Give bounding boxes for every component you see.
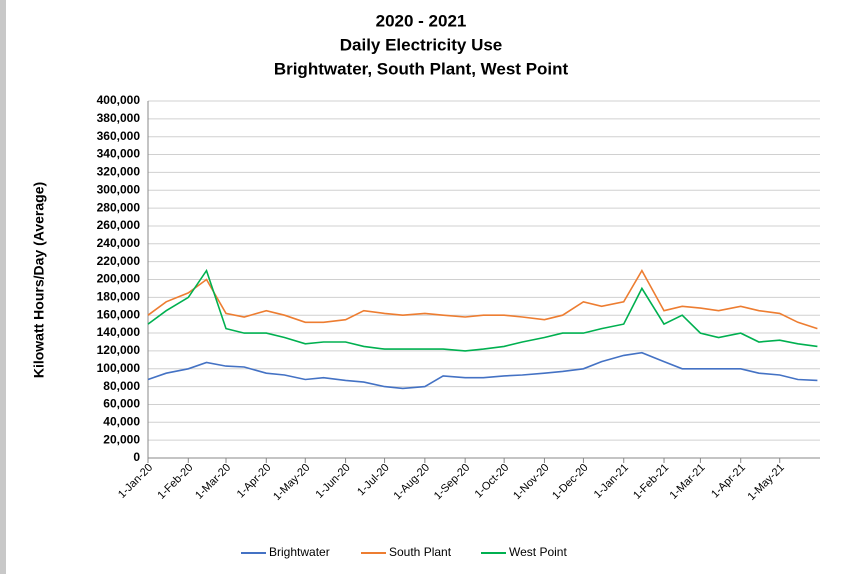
y-tick-label: 100,000 [97, 361, 141, 375]
series-line [147, 351, 818, 390]
y-tick-label: 180,000 [97, 290, 141, 304]
y-tick-label: 160,000 [97, 307, 141, 321]
y-tick-label: 0 [133, 450, 140, 464]
y-tick-label: 380,000 [97, 111, 141, 125]
y-tick-label: 280,000 [97, 200, 141, 214]
y-tick-label: 360,000 [97, 129, 141, 143]
left-edge [0, 0, 6, 574]
y-tick-label: 240,000 [97, 236, 141, 250]
y-tick-label: 220,000 [97, 254, 141, 268]
y-tick-label: 40,000 [103, 414, 140, 428]
chart-title: 2020 - 2021 [376, 11, 467, 30]
y-axis-title: Kilowatt Hours/Day (Average) [31, 182, 47, 378]
y-tick-label: 340,000 [97, 147, 141, 161]
y-tick-label: 400,000 [97, 93, 141, 107]
legend-label: South Plant [389, 545, 452, 559]
series-line [147, 268, 818, 352]
y-tick-label: 60,000 [103, 397, 140, 411]
y-tick-label: 260,000 [97, 218, 141, 232]
chart-subtitle: Daily Electricity Use [340, 35, 503, 54]
y-tick-label: 140,000 [97, 325, 141, 339]
legend-label: West Point [509, 545, 567, 559]
chart-subtitle-2: Brightwater, South Plant, West Point [274, 59, 569, 78]
legend-label: Brightwater [269, 545, 330, 559]
y-tick-label: 300,000 [97, 182, 141, 196]
series-line [147, 268, 818, 330]
y-tick-label: 320,000 [97, 165, 141, 179]
y-tick-label: 80,000 [103, 379, 140, 393]
y-tick-label: 20,000 [103, 432, 140, 446]
y-tick-label: 120,000 [97, 343, 141, 357]
y-tick-label: 200,000 [97, 272, 141, 286]
